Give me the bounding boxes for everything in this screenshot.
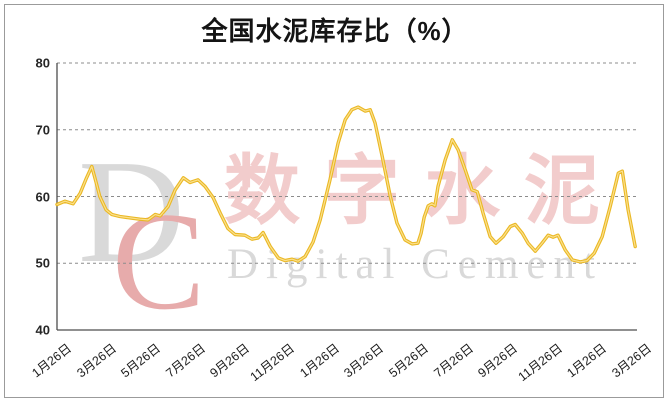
inventory-line-highlight [56,106,636,263]
chart-title: 全国水泥库存比（%） [201,16,469,46]
y-axis-label-70: 70 [35,122,50,138]
inventory-line [55,105,637,264]
y-axis-label-80: 80 [35,55,50,71]
y-axis-label-50: 50 [35,255,50,271]
y-axis-label-60: 60 [35,189,50,204]
chart-border [4,4,664,398]
y-axis-label-40: 40 [35,322,50,338]
watermark-logo-d: D [78,130,185,294]
watermark-chinese-text: 数字水泥 [224,146,624,235]
